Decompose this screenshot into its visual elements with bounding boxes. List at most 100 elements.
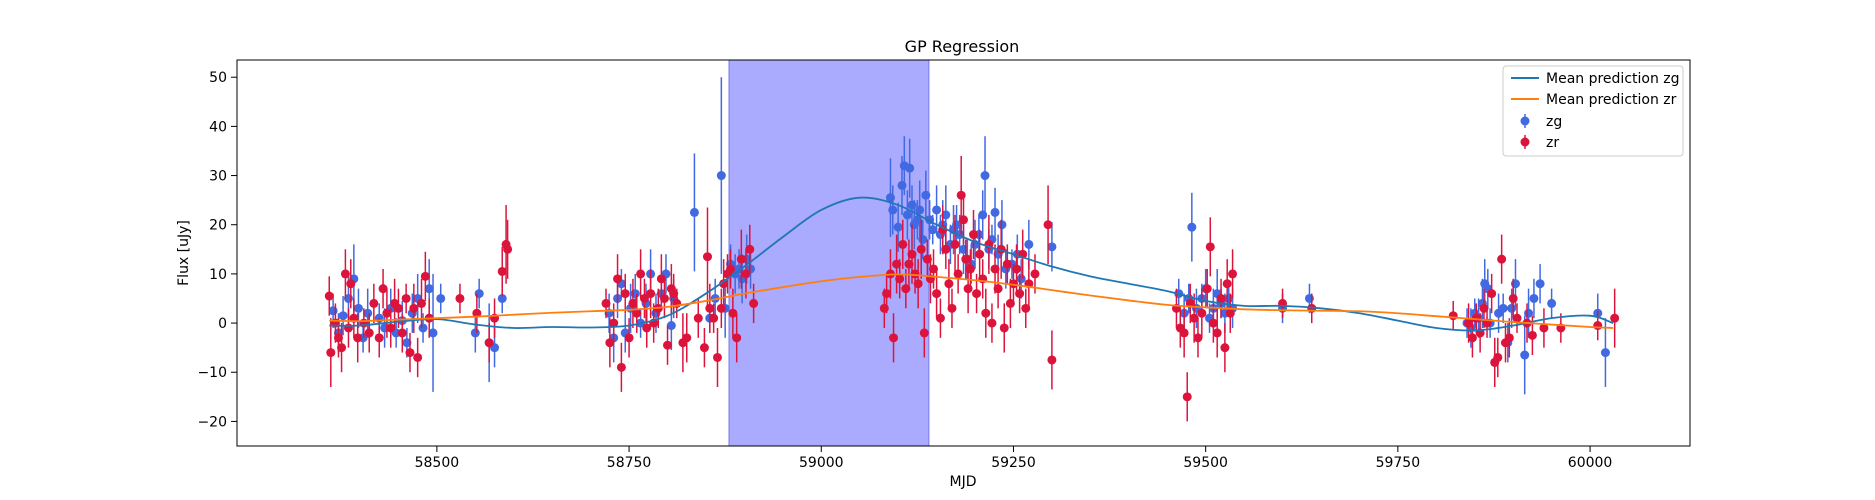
- zr-marker: [959, 215, 968, 225]
- zr-point: [749, 283, 759, 324]
- zr-marker: [497, 266, 507, 276]
- zr-point: [1222, 259, 1232, 309]
- zr-marker: [882, 289, 892, 299]
- zr-marker: [1610, 313, 1620, 323]
- zg-marker: [1510, 279, 1520, 289]
- zr-marker: [1216, 293, 1226, 303]
- zg-point: [888, 185, 898, 235]
- zr-point: [620, 273, 630, 314]
- zg-point: [915, 180, 925, 240]
- zr-marker: [712, 352, 722, 362]
- zr-marker: [613, 274, 623, 284]
- zr-point: [895, 259, 905, 299]
- x-tick-label: 58500: [415, 455, 460, 471]
- zr-marker: [1208, 318, 1218, 328]
- zr-marker: [340, 269, 350, 279]
- zr-point: [719, 259, 729, 309]
- zg-marker: [997, 220, 1007, 230]
- plot-area: [324, 59, 1620, 447]
- zg-point: [921, 170, 931, 220]
- zr-marker: [1205, 242, 1215, 252]
- zr-marker: [663, 340, 673, 350]
- zr-marker: [1182, 392, 1192, 402]
- zg-marker: [474, 289, 484, 299]
- y-axis-label: Flux [uJy]: [176, 220, 192, 286]
- zr-point: [659, 278, 669, 319]
- zr-point: [346, 259, 356, 309]
- zr-marker: [1005, 298, 1015, 308]
- zr-point: [981, 288, 991, 338]
- zr-point: [1225, 293, 1235, 333]
- zr-marker: [601, 298, 611, 308]
- legend-label-zr-line: Mean prediction zr: [1546, 92, 1677, 108]
- zr-marker: [1179, 328, 1189, 338]
- zr-point: [364, 313, 374, 353]
- zr-marker: [455, 293, 465, 303]
- zg-marker: [630, 289, 640, 299]
- legend: Mean prediction zg Mean prediction zr zg…: [1502, 65, 1684, 157]
- zr-marker: [1448, 311, 1458, 321]
- zr-point: [965, 249, 975, 289]
- zr-marker: [1047, 355, 1057, 365]
- zr-marker: [1228, 269, 1238, 279]
- zr-point: [999, 303, 1009, 353]
- zr-point: [1508, 278, 1518, 319]
- zr-point: [947, 288, 957, 328]
- zr-marker: [716, 303, 726, 313]
- y-axis-ticks: −20 −10 0 10 20 30 40 50: [197, 70, 237, 430]
- zr-marker: [324, 291, 334, 301]
- zr-marker: [1202, 284, 1212, 294]
- zg-point: [689, 153, 699, 272]
- zr-point: [628, 278, 638, 328]
- zg-point: [1529, 278, 1539, 319]
- zr-point: [1208, 303, 1218, 343]
- zr-marker: [1539, 323, 1549, 333]
- zr-point: [386, 308, 396, 348]
- zr-marker: [719, 279, 729, 289]
- zr-marker: [503, 244, 513, 254]
- zr-point: [1193, 318, 1203, 358]
- zr-marker: [1193, 333, 1203, 343]
- zr-marker: [913, 279, 923, 289]
- legend-label-zg-line: Mean prediction zg: [1546, 71, 1680, 87]
- zr-point: [405, 332, 415, 373]
- zr-marker: [609, 318, 619, 328]
- legend-box: [1502, 65, 1684, 157]
- y-tick-label: 50: [209, 70, 227, 86]
- zr-marker: [386, 323, 396, 333]
- zr-marker: [417, 298, 427, 308]
- zr-marker: [364, 328, 374, 338]
- zr-marker: [472, 308, 482, 318]
- zr-point: [369, 283, 379, 324]
- zr-marker: [736, 254, 746, 264]
- zr-marker: [702, 252, 712, 262]
- zg-point: [1547, 288, 1557, 319]
- legend-label-zg: zg: [1546, 114, 1562, 130]
- zr-marker: [669, 289, 679, 299]
- legend-label-zr: zr: [1546, 135, 1559, 151]
- zr-marker: [624, 333, 634, 343]
- zr-point: [1216, 278, 1226, 319]
- zr-point: [882, 273, 892, 314]
- zg-point: [1498, 293, 1508, 324]
- zr-marker: [1593, 321, 1603, 331]
- zg-marker: [1304, 293, 1314, 303]
- zg-marker: [978, 210, 988, 220]
- legend-swatch-zr-marker: [1520, 137, 1530, 147]
- plot-frame: [236, 59, 1691, 447]
- x-tick-label: 59250: [991, 455, 1036, 471]
- zg-point: [905, 138, 915, 198]
- zr-point: [1015, 273, 1025, 314]
- zg-marker: [915, 205, 925, 215]
- zg-marker: [402, 338, 412, 348]
- zr-marker: [1222, 279, 1232, 289]
- zr-marker: [333, 333, 343, 343]
- zr-point: [941, 229, 951, 269]
- zr-marker: [639, 293, 649, 303]
- zg-marker: [1600, 348, 1610, 358]
- zr-point: [497, 246, 507, 297]
- zr-point: [1002, 244, 1012, 284]
- zg-marker: [905, 163, 915, 173]
- zg-marker: [918, 234, 928, 244]
- zr-marker: [728, 308, 738, 318]
